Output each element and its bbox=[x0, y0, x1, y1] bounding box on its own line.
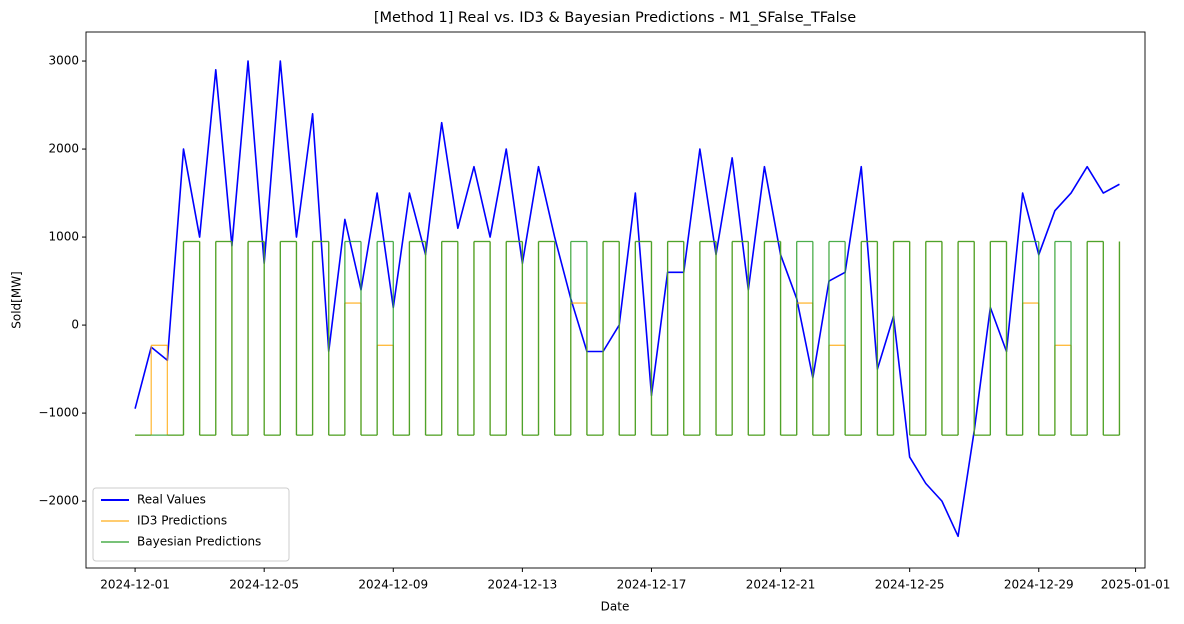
x-axis-label: Date bbox=[601, 600, 630, 614]
y-tick-label: 3000 bbox=[48, 54, 79, 68]
y-tick-label: 1000 bbox=[48, 230, 79, 244]
y-axis-label: Sold[MW] bbox=[10, 271, 24, 329]
x-tick-label: 2025-01-01 bbox=[1101, 578, 1171, 592]
y-tick-label: 2000 bbox=[48, 142, 79, 156]
x-tick-label: 2024-12-13 bbox=[488, 578, 558, 592]
y-tick-label: −2000 bbox=[38, 494, 79, 508]
x-tick-label: 2024-12-25 bbox=[875, 578, 945, 592]
x-tick-label: 2024-12-21 bbox=[746, 578, 816, 592]
plot-frame bbox=[85, 31, 1146, 569]
chart-title: [Method 1] Real vs. ID3 & Bayesian Predi… bbox=[374, 10, 856, 26]
y-tick-label: 0 bbox=[71, 318, 79, 332]
legend-label: ID3 Predictions bbox=[137, 514, 227, 528]
plot bbox=[134, 60, 1121, 538]
x-tick-label: 2024-12-09 bbox=[358, 578, 428, 592]
legend-label: Bayesian Predictions bbox=[137, 535, 261, 549]
x-tick-label: 2024-12-29 bbox=[1004, 578, 1074, 592]
x-tick-label: 2024-12-01 bbox=[100, 578, 170, 592]
y-tick-label: −1000 bbox=[38, 406, 79, 420]
legend-box bbox=[92, 487, 290, 562]
x-tick-label: 2024-12-05 bbox=[229, 578, 299, 592]
line bbox=[134, 60, 1120, 538]
legend-label: Real Values bbox=[137, 493, 206, 507]
x-tick-label: 2024-12-17 bbox=[617, 578, 687, 592]
